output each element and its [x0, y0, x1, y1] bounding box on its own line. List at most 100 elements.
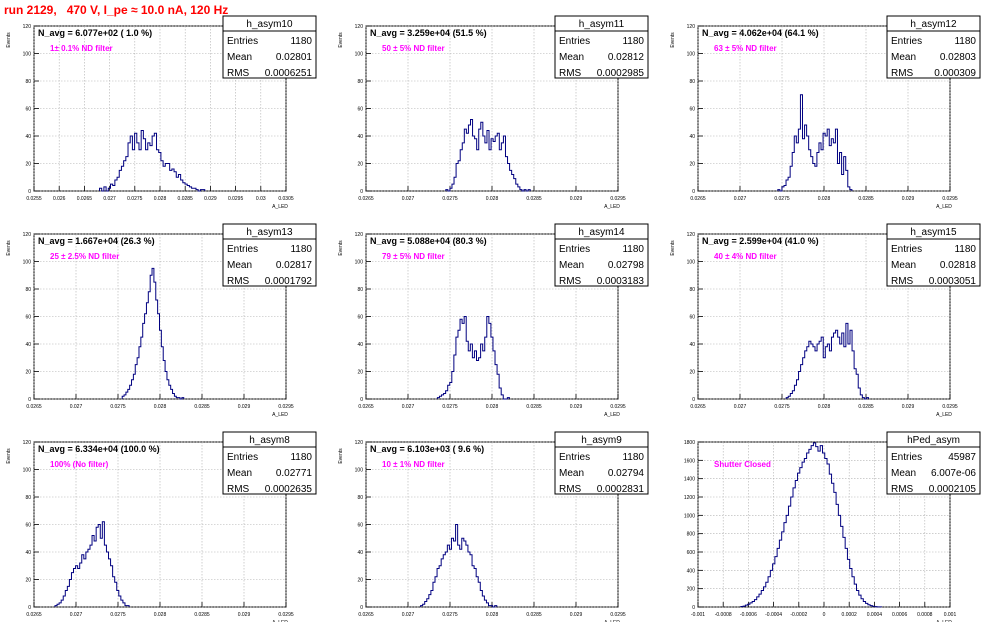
x-tick-label: 0.0265: [358, 196, 374, 202]
y-tick-label: 20: [357, 370, 363, 376]
stats-label: RMS: [227, 68, 250, 79]
stats-label: Entries: [891, 244, 922, 255]
x-tick-label: -0.001: [691, 612, 705, 618]
y-tick-label: 120: [687, 232, 696, 238]
x-tick-label: 0.0255: [26, 196, 42, 202]
filter-label: 25 ± 2.5% ND filter: [50, 252, 119, 261]
stats-label: Mean: [227, 260, 252, 271]
stats-label: RMS: [891, 276, 914, 287]
filter-label: 40 ± 4% ND filter: [714, 252, 777, 261]
stats-value: 0.02812: [608, 52, 645, 63]
stats-box: [886, 30, 981, 79]
x-tick-label: 0.0275: [442, 612, 458, 618]
y-tick-label: 100: [23, 52, 32, 58]
x-axis-label: A_LED: [604, 412, 620, 418]
x-tick-label: 0.0285: [526, 404, 542, 410]
y-tick-label: 20: [689, 370, 695, 376]
y-tick-label: 600: [687, 550, 696, 556]
y-tick-label: 40: [689, 134, 695, 140]
y-tick-label: 1000: [684, 513, 695, 519]
y-tick-label: 1200: [684, 495, 695, 501]
stats-label: Mean: [227, 468, 252, 479]
x-tick-label: 0.0285: [526, 196, 542, 202]
x-tick-label: 0.0295: [278, 404, 294, 410]
x-tick-label: 0.0295: [610, 612, 626, 618]
histogram-series: [445, 119, 531, 192]
y-tick-label: 60: [25, 107, 31, 113]
x-tick-label: 0.0275: [127, 196, 143, 202]
y-tick-label: 120: [355, 24, 364, 30]
stats-value: 0.02801: [276, 52, 313, 63]
x-tick-label: 0.028: [154, 404, 167, 410]
y-tick-label: 120: [23, 232, 32, 238]
filter-label: 50 ± 5% ND filter: [382, 44, 445, 53]
histogram-panel-h_asym14: 0.0265 0.027 0.0275 0.028 0.0285 0.029 0.0295 0…: [338, 223, 649, 418]
stats-value: 1180: [290, 36, 312, 47]
stats-label: Mean: [891, 52, 916, 63]
y-tick-label: 1400: [684, 477, 695, 483]
y-tick-label: 20: [25, 370, 31, 376]
y-tick-label: 100: [23, 468, 32, 474]
x-tick-label: 0.029: [570, 612, 583, 618]
y-tick-label: 200: [687, 587, 696, 593]
filter-label: Shutter Closed: [714, 460, 771, 469]
x-tick-label: 0.0275: [442, 196, 458, 202]
stats-title: h_asym15: [910, 227, 957, 238]
x-axis-label: A_LED: [604, 620, 620, 622]
x-tick-label: 0.027: [402, 196, 415, 202]
navg-label: N_avg = 6.334e+04 (100.0 %): [38, 444, 160, 454]
histogram-series: [740, 442, 882, 608]
x-tick-label: 0.027: [402, 612, 415, 618]
stats-title: h_asym13: [246, 227, 293, 238]
x-tick-label: 0.0265: [26, 404, 42, 410]
x-tick-label: 0.0295: [228, 196, 244, 202]
filter-label: 79 ± 5% ND filter: [382, 252, 445, 261]
x-tick-label: 0.028: [486, 196, 499, 202]
x-tick-label: 0.029: [570, 196, 583, 202]
y-tick-label: 0: [360, 397, 363, 403]
stats-label: Entries: [559, 244, 590, 255]
x-tick-label: 0.0265: [26, 612, 42, 618]
stats-value: 0.0001792: [265, 276, 313, 287]
y-axis-label: Events: [670, 32, 676, 48]
stats-label: Mean: [559, 52, 584, 63]
histogram-panel-h_asym8: 0.0265 0.027 0.0275 0.028 0.0285 0.029 0.0295 0…: [6, 431, 317, 622]
y-tick-label: 80: [25, 495, 31, 501]
x-tick-label: 0.0295: [610, 196, 626, 202]
y-tick-label: 60: [689, 315, 695, 321]
x-tick-label: 0.0295: [942, 404, 958, 410]
y-tick-label: 0: [28, 189, 31, 195]
x-tick-label: -0.0006: [740, 612, 757, 618]
x-axis-label: A_LED: [936, 412, 952, 418]
y-axis-label: Events: [6, 240, 12, 256]
y-tick-label: 80: [25, 79, 31, 85]
y-tick-label: 0: [692, 397, 695, 403]
stats-value: 6.007e-06: [931, 468, 976, 479]
y-tick-label: 120: [355, 440, 364, 446]
histogram-series: [99, 130, 206, 192]
y-tick-label: 40: [689, 342, 695, 348]
histogram-series: [436, 316, 510, 400]
x-tick-label: 0.028: [818, 196, 831, 202]
histogram-panel-h_asym9: 0.0265 0.027 0.0275 0.028 0.0285 0.029 0.0295 0…: [338, 431, 649, 622]
y-tick-label: 0: [692, 605, 695, 611]
y-tick-label: 1600: [684, 458, 695, 464]
y-tick-label: 40: [25, 134, 31, 140]
y-tick-label: 20: [357, 578, 363, 584]
x-tick-label: 0.028: [818, 404, 831, 410]
stats-box: [222, 30, 317, 79]
y-tick-label: 0: [692, 189, 695, 195]
stats-value: 0.02803: [940, 52, 977, 63]
x-tick-label: 0.0275: [110, 612, 126, 618]
x-axis-label: A_LED: [272, 620, 288, 622]
stats-value: 0.02817: [276, 260, 313, 271]
x-tick-label: 0.0265: [690, 196, 706, 202]
x-tick-label: 0.0295: [942, 196, 958, 202]
y-tick-label: 120: [687, 24, 696, 30]
x-tick-label: -0.0008: [715, 612, 732, 618]
x-tick-label: 0.0295: [278, 612, 294, 618]
stats-label: RMS: [559, 276, 582, 287]
stats-label: Mean: [559, 468, 584, 479]
histogram-panel-h_asym10: 0.0255 0.026 0.0265 0.027 0.0275 0.028 0.0285 0…: [6, 15, 317, 210]
